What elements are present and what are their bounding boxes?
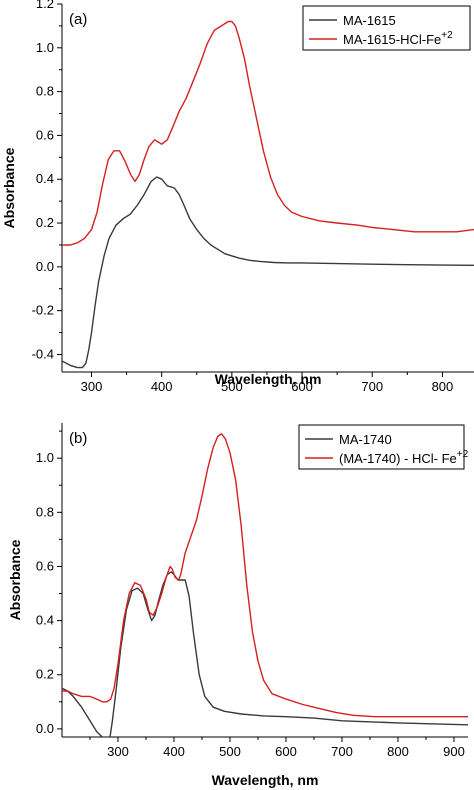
x-tick-label: 400: [163, 744, 185, 759]
series-line-sample: [62, 176, 474, 369]
y-tick-label: 0.4: [36, 613, 54, 628]
x-tick-label: 600: [291, 379, 313, 394]
x-tick-label: 500: [219, 744, 241, 759]
x-axis-title: Wavelength, nm: [212, 772, 319, 788]
y-tick-label: 1.2: [36, 0, 54, 11]
y-tick-label: -0.4: [32, 346, 54, 361]
y-tick-label: 0.8: [36, 504, 54, 519]
legend-label: MA-1615: [343, 13, 396, 28]
y-axis-title: Absorbance: [7, 539, 23, 620]
y-tick-label: 0.8: [36, 84, 54, 99]
y-tick-label: 0.0: [36, 721, 54, 736]
x-tick-label: 300: [107, 744, 129, 759]
y-tick-label: 0.4: [36, 171, 54, 186]
chart-panel-b: 300 400 500 600 700 800 900 0.0 0.2 0.4 0.6 0.8 1.0 W…: [7, 423, 469, 788]
panel-label: (b): [69, 430, 87, 447]
x-tick-label: 800: [432, 379, 454, 394]
x-tick-label: 300: [81, 379, 103, 394]
y-tick-label: 0.2: [36, 667, 54, 682]
x-tick-label: 800: [387, 744, 409, 759]
legend-box: [302, 5, 471, 51]
y-tick-label: 1.0: [36, 450, 54, 465]
series-line-sample: [62, 571, 468, 737]
y-tick-label: 0.6: [36, 127, 54, 142]
x-tick-label: 700: [331, 744, 353, 759]
chart-panel-a: 300 400 500 600 700 800 -0.4 -0.2 0.0 0.2 0.4 0.6 0.…: [1, 0, 474, 394]
x-tick-label: 900: [443, 744, 465, 759]
panel-label: (a): [69, 11, 87, 28]
legend-label: MA-1615-HCl-Fe+2: [343, 30, 453, 47]
series-line-hcl-fe: [62, 20, 474, 246]
y-tick-label: 0.6: [36, 558, 54, 573]
legend-box: [298, 424, 465, 470]
y-tick-label: -0.2: [32, 303, 54, 318]
x-tick-label: 500: [221, 379, 243, 394]
y-tick-label: 1.0: [36, 40, 54, 55]
legend-label: MA-1740: [339, 432, 392, 447]
x-tick-label: 600: [275, 744, 297, 759]
x-tick-label: 400: [151, 379, 173, 394]
y-axis-title: Absorbance: [1, 147, 17, 228]
legend-label: (MA-1740) - HCl- Fe+2: [339, 449, 469, 466]
series-line-hcl-fe: [62, 433, 468, 718]
x-axis-title: Wavelength, nm: [215, 371, 322, 387]
y-tick-label: 0.0: [36, 259, 54, 274]
x-tick-label: 700: [361, 379, 383, 394]
y-tick-label: 0.2: [36, 215, 54, 230]
